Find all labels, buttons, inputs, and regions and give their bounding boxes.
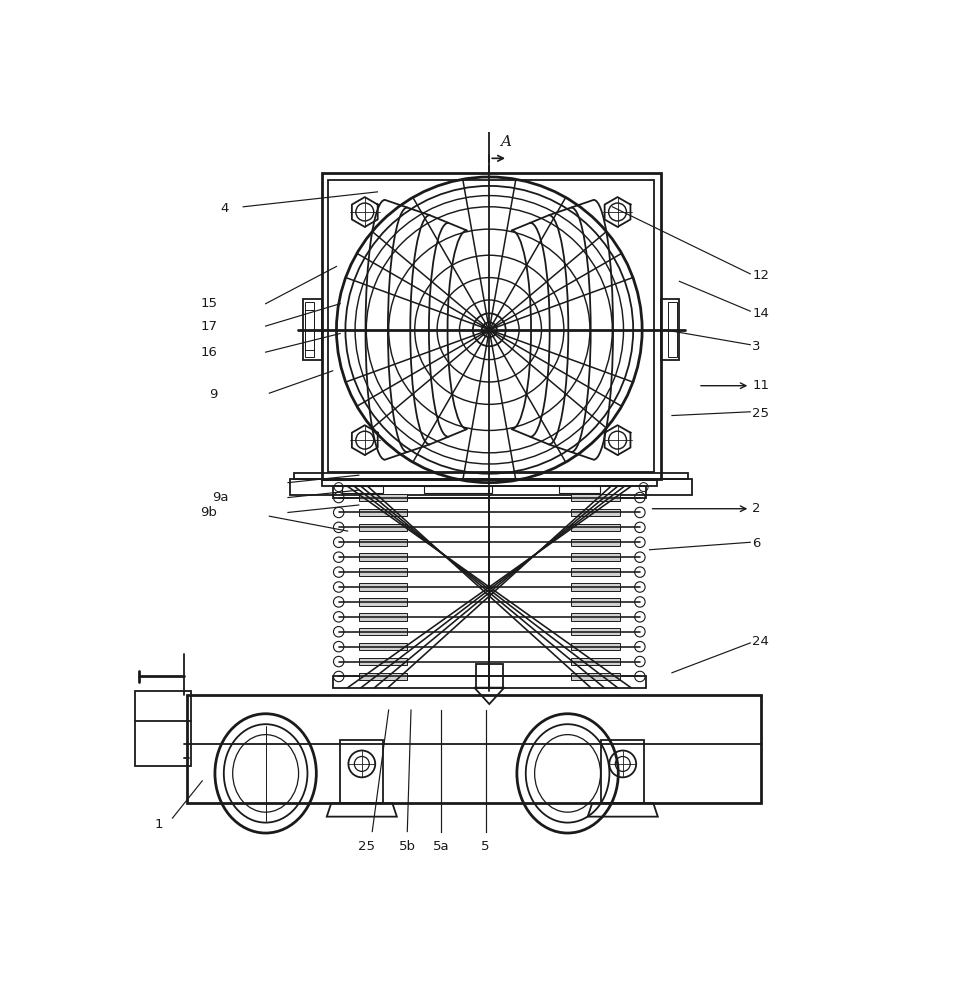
Bar	[305, 302, 313, 357]
Bar	[358, 658, 407, 665]
Text: 9b: 9b	[200, 506, 217, 519]
Bar	[358, 524, 407, 531]
Text: 25: 25	[752, 407, 769, 420]
Text: 4: 4	[220, 202, 228, 215]
Bar	[290, 479, 691, 495]
Text: 1: 1	[155, 818, 163, 831]
Bar	[571, 494, 619, 501]
Bar	[294, 473, 688, 479]
Text: 5: 5	[480, 840, 489, 853]
Text: 17: 17	[200, 320, 217, 333]
Text: 14: 14	[752, 307, 769, 320]
Bar	[558, 486, 599, 493]
Bar	[476, 664, 503, 688]
Bar	[333, 676, 645, 688]
Bar	[358, 628, 407, 635]
Bar	[321, 173, 660, 479]
Text: 5a: 5a	[432, 840, 449, 853]
Bar	[571, 568, 619, 576]
Bar	[358, 539, 407, 546]
Bar	[571, 539, 619, 546]
Bar	[358, 494, 407, 501]
Text: 5b: 5b	[399, 840, 415, 853]
Bar	[328, 180, 653, 472]
Bar	[135, 691, 191, 766]
Text: 24: 24	[752, 635, 769, 648]
Text: 25: 25	[357, 840, 375, 853]
Text: 16: 16	[200, 346, 217, 359]
Bar	[571, 553, 619, 561]
Bar	[358, 673, 407, 680]
Bar	[571, 583, 619, 591]
Bar	[358, 509, 407, 516]
Bar	[660, 299, 678, 360]
Bar	[571, 524, 619, 531]
Text: 3: 3	[752, 340, 760, 353]
Bar	[571, 643, 619, 650]
Text: A: A	[500, 135, 511, 149]
Bar	[424, 486, 491, 493]
Bar	[571, 673, 619, 680]
Bar	[571, 628, 619, 635]
Bar	[358, 568, 407, 576]
Bar	[571, 598, 619, 606]
Text: 9a: 9a	[211, 491, 228, 504]
Bar	[668, 302, 677, 357]
Text: 15: 15	[200, 297, 217, 310]
Bar	[333, 486, 645, 498]
Text: 9: 9	[209, 388, 217, 401]
Bar	[601, 740, 644, 803]
Bar	[342, 486, 383, 493]
Bar	[571, 613, 619, 621]
Bar	[305, 310, 313, 350]
Text: 6: 6	[752, 537, 760, 550]
Bar	[358, 553, 407, 561]
Bar	[303, 299, 321, 360]
Bar	[571, 658, 619, 665]
Bar	[187, 695, 761, 803]
Bar	[571, 509, 619, 516]
Bar	[358, 643, 407, 650]
Bar	[340, 740, 383, 803]
Bar	[358, 583, 407, 591]
Text: 2: 2	[752, 502, 760, 515]
Bar	[358, 598, 407, 606]
Bar	[358, 613, 407, 621]
Text: 11: 11	[752, 379, 769, 392]
Text: 12: 12	[752, 269, 769, 282]
Bar	[321, 480, 656, 486]
